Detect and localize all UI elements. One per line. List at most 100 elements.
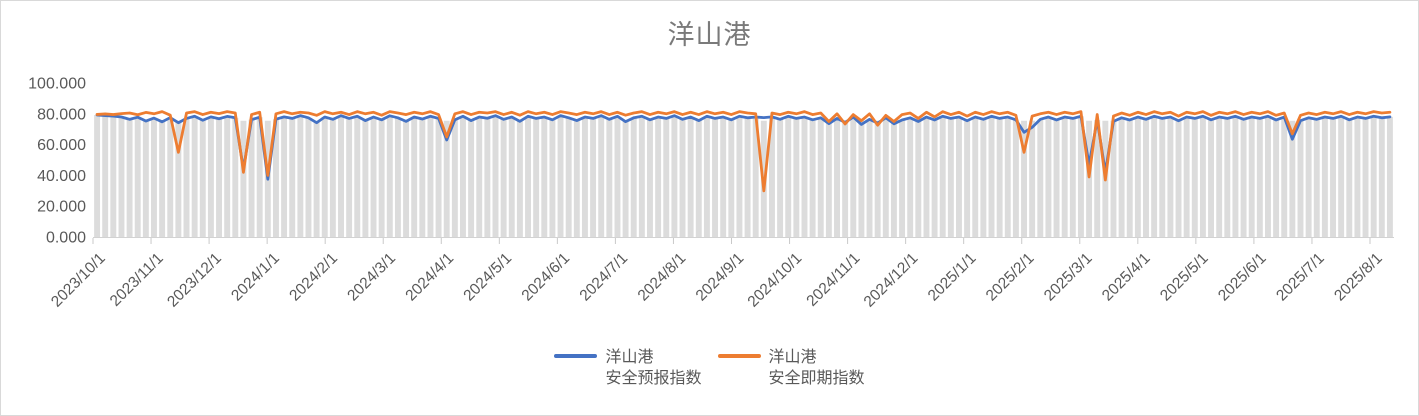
x-axis-label: 2024/5/1 xyxy=(460,250,515,305)
backdrop-bar xyxy=(1208,119,1215,237)
backdrop-bar xyxy=(956,117,962,237)
backdrop-bar xyxy=(240,120,247,237)
backdrop-bar xyxy=(842,120,849,237)
backdrop-bar xyxy=(663,118,670,237)
backdrop-bar xyxy=(451,119,458,237)
backdrop-bar xyxy=(720,117,727,237)
backdrop-bar xyxy=(468,120,475,237)
backdrop-bar xyxy=(1045,117,1052,237)
backdrop-bar xyxy=(1362,118,1369,237)
backdrop-bar xyxy=(1346,119,1353,237)
backdrop-bar xyxy=(598,115,605,237)
backdrop-bar xyxy=(1273,119,1280,237)
x-axis-label: 2025/5/1 xyxy=(1157,250,1212,305)
backdrop-bar xyxy=(411,117,418,237)
legend-line-swatch-spot xyxy=(717,354,761,358)
backdrop-bar xyxy=(638,116,645,237)
x-axis-label: 2024/10/1 xyxy=(745,250,806,311)
backdrop-bar xyxy=(1077,116,1084,237)
backdrop-bar xyxy=(321,117,328,237)
legend-label-spot-line2: 安全即期指数 xyxy=(768,370,865,387)
backdrop-bar xyxy=(199,120,206,237)
backdrop-bar xyxy=(313,120,320,237)
backdrop-bar xyxy=(1354,117,1361,237)
backdrop-bar xyxy=(1370,116,1377,237)
legend-label-spot-line1: 洋山港 xyxy=(768,349,817,366)
backdrop-bar xyxy=(590,118,597,237)
backdrop-bar xyxy=(622,120,629,237)
backdrop-bar xyxy=(232,117,239,237)
backdrop-bar xyxy=(1305,117,1312,237)
y-axis-label: 20.000 xyxy=(37,199,86,216)
backdrop-bar xyxy=(435,118,442,237)
backdrop-bar xyxy=(834,118,840,237)
series-line-spot xyxy=(95,110,1392,193)
backdrop-bar xyxy=(907,117,914,237)
backdrop-bar xyxy=(1167,117,1174,237)
backdrop-bar xyxy=(394,117,401,237)
backdrop-bar xyxy=(281,116,288,237)
backdrop-bar xyxy=(980,119,987,237)
backdrop-bar xyxy=(1265,116,1271,237)
x-axis-label: 2024/2/1 xyxy=(286,250,341,305)
x-axis-label: 2024/11/1 xyxy=(803,250,863,310)
x-axis-label: 2024/3/1 xyxy=(344,250,399,305)
backdrop-bar xyxy=(614,116,621,237)
backdrop-bar xyxy=(1216,117,1223,237)
backdrop-bar xyxy=(565,117,572,237)
backdrop-bar xyxy=(1094,119,1101,237)
backdrop-bar xyxy=(1110,120,1117,237)
backdrop-bar xyxy=(175,120,182,237)
backdrop-bar xyxy=(768,116,775,237)
backdrop-bar xyxy=(1069,118,1076,237)
backdrop-bar xyxy=(427,116,434,237)
backdrop-bar xyxy=(403,120,410,237)
backdrop-bar xyxy=(370,117,377,237)
backdrop-bar xyxy=(134,117,141,237)
backdrop-bar xyxy=(272,119,279,237)
backdrop-bar xyxy=(346,118,353,237)
legend-label-forecast-line1: 洋山港 xyxy=(605,349,654,366)
series-line-forecast xyxy=(95,113,1392,181)
backdrop-bar xyxy=(1029,120,1036,237)
x-axis-label: 2024/12/1 xyxy=(861,250,922,311)
backdrop-bar xyxy=(354,116,361,237)
backdrop-bar xyxy=(809,119,816,237)
legend-entry-spot[interactable]: 洋山港 安全即期指数 xyxy=(717,347,865,389)
backdrop-bar xyxy=(630,117,637,237)
legend-line-swatch-forecast xyxy=(554,354,598,358)
backdrop-bar xyxy=(207,116,214,237)
backdrop-bar xyxy=(1175,120,1182,237)
backdrop-bar xyxy=(882,117,889,237)
backdrop-bar xyxy=(858,120,865,237)
backdrop-bar xyxy=(752,117,759,237)
backdrop-bar xyxy=(728,119,735,237)
backdrop-bar xyxy=(557,115,564,237)
backdrop-bar xyxy=(1191,118,1198,237)
backdrop-bar xyxy=(1297,120,1304,237)
backdrop-bar xyxy=(1021,120,1027,237)
legend-entry-forecast[interactable]: 洋山港 安全预报指数 xyxy=(554,347,702,389)
backdrop-bar xyxy=(850,117,857,237)
backdrop-bar xyxy=(1037,119,1044,237)
backdrop-bar xyxy=(874,120,881,237)
backdrop-bar xyxy=(305,117,312,237)
x-axis-label: 2025/2/1 xyxy=(983,250,1038,305)
legend-label-spot: 洋山港 安全即期指数 xyxy=(769,347,865,389)
backdrop-bar xyxy=(687,117,694,237)
y-axis-label: 100.000 xyxy=(28,76,86,93)
backdrop-bar xyxy=(500,119,507,237)
backdrop-bar xyxy=(248,119,255,237)
backdrop-bar xyxy=(549,119,556,237)
backdrop-bar xyxy=(386,115,393,237)
backdrop-bar xyxy=(1012,119,1019,237)
backdrop-bar xyxy=(1118,117,1125,237)
backdrop-bar xyxy=(1256,118,1263,237)
backdrop-bar xyxy=(516,120,523,237)
x-axis-label: 2023/11/1 xyxy=(107,250,167,310)
backdrop-bar xyxy=(679,119,686,237)
backdrop-bar xyxy=(736,116,743,237)
x-axis-label: 2023/12/1 xyxy=(164,250,225,311)
x-axis-label: 2024/4/1 xyxy=(402,250,457,305)
backdrop-bar xyxy=(533,118,540,237)
